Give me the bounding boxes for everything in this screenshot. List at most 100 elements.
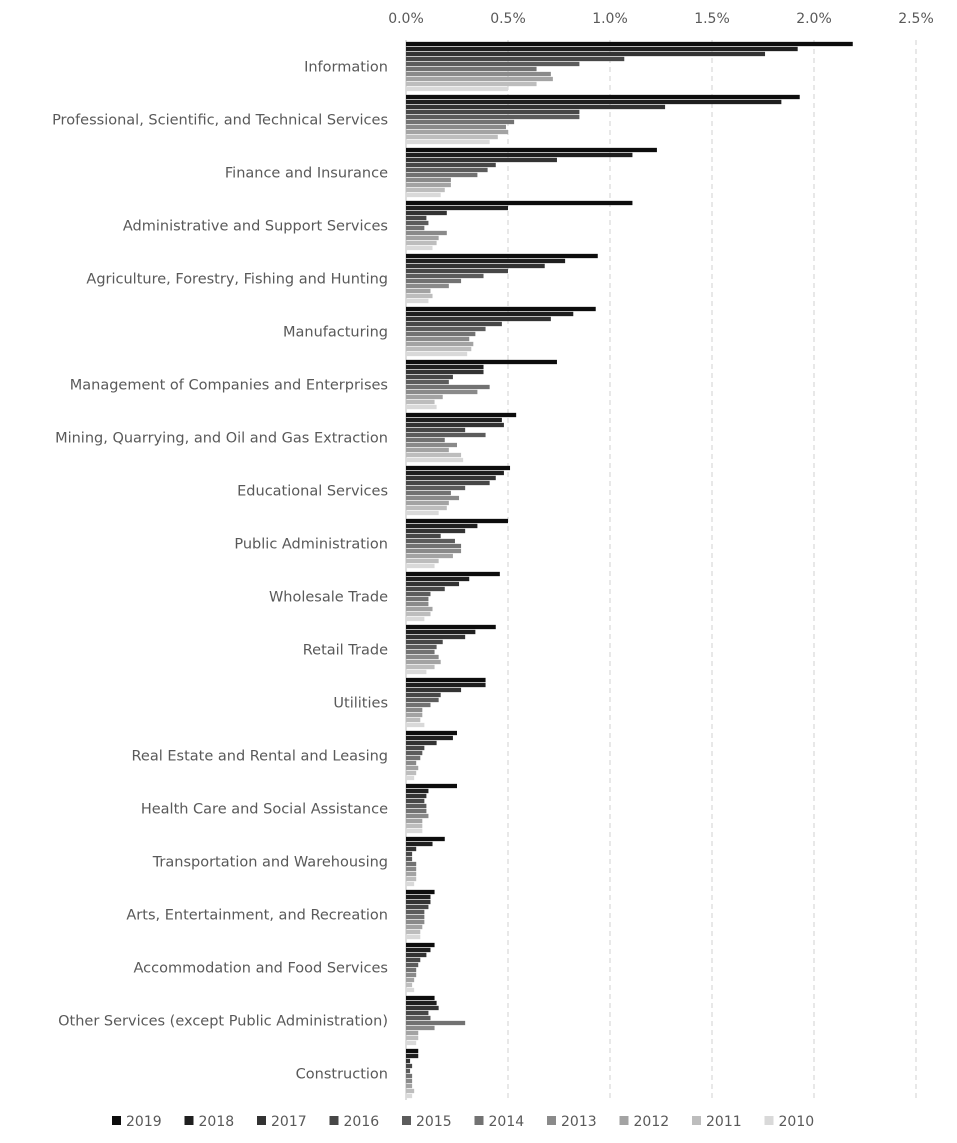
x-tick-label: 1.5%: [694, 11, 730, 27]
bar: [406, 1025, 435, 1031]
bar: [406, 995, 435, 1001]
x-tick-label: 2.0%: [796, 11, 832, 27]
bar: [406, 465, 511, 471]
category-label: Management of Companies and Enterprises: [70, 378, 388, 394]
bar: [406, 215, 427, 221]
bar: [406, 41, 853, 47]
bar: [406, 99, 782, 105]
bar: [406, 919, 425, 925]
bar: [406, 1035, 419, 1041]
bar: [406, 697, 439, 703]
bar: [406, 379, 449, 385]
bar: [406, 788, 429, 794]
bar: [406, 288, 431, 294]
bar: [406, 677, 486, 683]
bar: [406, 1010, 429, 1016]
bar: [406, 924, 423, 930]
legend-swatch: [329, 1116, 339, 1125]
bar: [406, 124, 506, 130]
bar: [406, 422, 504, 428]
bar: [406, 518, 508, 524]
bar: [406, 167, 488, 173]
bar: [406, 404, 437, 410]
bar: [406, 702, 431, 708]
bar: [406, 952, 427, 958]
bar: [406, 669, 427, 675]
bar: [406, 533, 441, 539]
bar: [406, 576, 470, 582]
bar: [406, 81, 537, 87]
bar: [406, 1015, 431, 1021]
bar: [406, 417, 502, 423]
bar: [406, 596, 429, 602]
bar: [406, 46, 798, 52]
bar: [406, 851, 413, 857]
bars: [406, 41, 853, 1099]
bar: [406, 172, 478, 178]
bar: [406, 1053, 419, 1059]
bar: [406, 740, 437, 746]
bar: [406, 1068, 411, 1074]
bar: [406, 230, 447, 236]
bar: [406, 639, 443, 645]
legend-label: 2014: [489, 1114, 525, 1130]
bar: [406, 649, 435, 655]
bar: [406, 1020, 466, 1026]
legend-swatch: [474, 1116, 484, 1125]
bar: [406, 412, 517, 418]
bar: [406, 682, 486, 688]
legend-swatch: [112, 1116, 121, 1125]
bar: [406, 152, 633, 158]
bar: [406, 1083, 413, 1089]
bar: [406, 654, 439, 660]
category-label: Agriculture, Forestry, Fishing and Hunti…: [86, 272, 388, 288]
bar: [406, 982, 413, 988]
bar: [406, 1048, 419, 1054]
bar: [406, 929, 421, 935]
legend-label: 2018: [199, 1114, 235, 1130]
bar: [406, 1030, 419, 1036]
bar: [406, 346, 472, 352]
legend: 2019 2018 2017 2016 2015 2014 2013 2012 2011 2010: [112, 1114, 814, 1130]
bar: [406, 490, 451, 496]
bar: [406, 629, 476, 635]
legend-swatch: [764, 1116, 774, 1125]
bar: [406, 730, 457, 736]
category-label: Utilities: [333, 696, 388, 712]
bar: [406, 139, 490, 145]
bar: [406, 957, 421, 963]
bar: [406, 134, 498, 140]
legend-label: 2015: [416, 1114, 452, 1130]
bar: [406, 258, 566, 264]
bar: [406, 712, 423, 718]
bar: [406, 692, 441, 698]
category-label: Arts, Entertainment, and Recreation: [126, 908, 388, 924]
bar: [406, 934, 421, 940]
bar: [406, 841, 433, 847]
bar: [406, 192, 441, 198]
bar: [406, 909, 425, 915]
bar: [406, 485, 466, 491]
bar: [406, 61, 580, 67]
bar: [406, 235, 439, 241]
bar: [406, 765, 419, 771]
bar: [406, 543, 462, 549]
bar: [406, 775, 415, 781]
bar: [406, 341, 474, 347]
gridlines: [405, 40, 917, 1100]
bar: [406, 283, 449, 289]
bar: [406, 563, 435, 569]
y-axis-labels: Information Professional, Scientific, and…: [52, 60, 388, 1083]
bar: [406, 1073, 413, 1079]
bar: [406, 866, 417, 872]
legend-label: 2013: [561, 1114, 597, 1130]
bar: [406, 94, 800, 100]
bar: [406, 66, 537, 72]
bar: [406, 56, 625, 62]
bar: [406, 745, 425, 751]
bar: [406, 894, 431, 900]
bar: [406, 384, 490, 390]
bar: [406, 273, 484, 279]
bar: [406, 664, 435, 670]
bar: [406, 889, 435, 895]
